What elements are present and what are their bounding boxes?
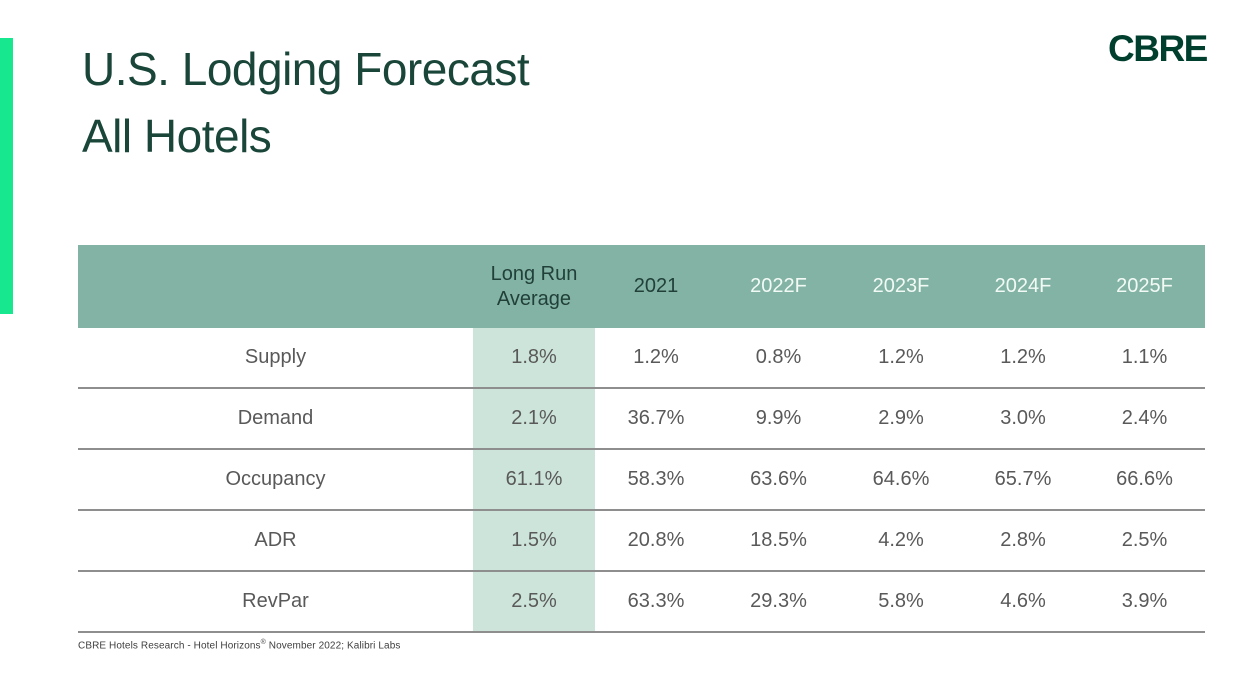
page-title-line1: U.S. Lodging Forecast (82, 43, 530, 95)
header-year-2025f: 2025F (1084, 245, 1205, 328)
table-cell: 3.0% (1000, 407, 1046, 429)
table-cell: 2.8% (1000, 529, 1046, 551)
table-row-adr: ADR 1.5% 20.8% 18.5% 4.2% 2.8% 2.5% (78, 510, 1205, 571)
header-year-2023f: 2023F (840, 245, 962, 328)
row-label: Occupancy (225, 468, 326, 490)
table-cell: 1.2% (1000, 346, 1046, 368)
accent-bar (0, 38, 13, 314)
table-cell: 20.8% (627, 529, 685, 551)
table-body: Supply 1.8% 1.2% 0.8% 1.2% 1.2% 1.1% Dem… (78, 328, 1205, 632)
table-cell: 63.3% (627, 590, 685, 612)
header-year-2022f: 2022F (717, 245, 840, 328)
table-cell: 1.2% (633, 346, 679, 368)
table-cell: 2.1% (473, 388, 595, 449)
row-label: Demand (237, 407, 314, 429)
table-cell: 66.6% (1116, 468, 1173, 490)
table-cell: 2.4% (1121, 407, 1168, 429)
table-row-demand: Demand 2.1% 36.7% 9.9% 2.9% 3.0% 2.4% (78, 388, 1205, 449)
table-cell: 4.6% (1000, 590, 1046, 612)
table-header: Long Run Average 2021 2022F 2023F 2024F … (78, 245, 1205, 328)
table-cell: 3.9% (1121, 590, 1168, 612)
registered-mark: ® (260, 639, 266, 646)
cbre-logo: CBRE (1108, 28, 1208, 69)
forecast-table-section: Long Run Average 2021 2022F 2023F 2024F … (78, 245, 1205, 651)
table-cell: 65.7% (994, 468, 1052, 490)
table-row-supply: Supply 1.8% 1.2% 0.8% 1.2% 1.2% 1.1% (78, 328, 1205, 388)
table-row-revpar: RevPar 2.5% 63.3% 29.3% 5.8% 4.6% 3.9% (78, 571, 1205, 632)
table-cell: 2.9% (878, 407, 924, 429)
table-cell: 2.5% (473, 571, 595, 632)
row-label: Supply (244, 346, 307, 368)
table-cell: 58.3% (627, 468, 685, 490)
table-cell: 36.7% (627, 407, 685, 429)
header-year-2024f: 2024F (962, 245, 1084, 328)
row-label: RevPar (242, 590, 309, 612)
table-cell: 4.2% (878, 529, 924, 551)
table-cell: 18.5% (750, 529, 807, 551)
table-cell: 0.8% (755, 346, 802, 368)
table-cell: 5.8% (878, 590, 924, 612)
table-cell: 1.8% (473, 328, 595, 388)
page-title-line2: All Hotels (82, 110, 272, 162)
page-title: U.S. Lodging Forecast All Hotels (82, 36, 530, 170)
table-row-occupancy: Occupancy 61.1% 58.3% 63.6% 64.6% 65.7% … (78, 449, 1205, 510)
forecast-table: Long Run Average 2021 2022F 2023F 2024F … (78, 245, 1205, 633)
table-cell: 2.5% (1121, 529, 1168, 551)
table-cell: 64.6% (872, 468, 930, 490)
source-note: CBRE Hotels Research - Hotel Horizons® N… (78, 639, 1205, 651)
table-cell: 29.3% (750, 590, 807, 612)
table-cell: 1.5% (473, 510, 595, 571)
header-long-run-average: Long Run Average (473, 245, 595, 328)
row-label: ADR (254, 529, 297, 551)
source-note-suffix: November 2022; Kalibri Labs (265, 640, 401, 652)
table-cell: 63.6% (750, 468, 807, 490)
table-cell: 9.9% (755, 407, 802, 429)
table-cell: 1.2% (878, 346, 924, 368)
header-year-2021: 2021 (595, 245, 717, 328)
header-corner-cell (78, 245, 473, 328)
source-note-prefix: CBRE Hotels Research - Hotel Horizons (78, 640, 261, 652)
table-cell: 61.1% (473, 449, 595, 510)
table-cell: 1.1% (1121, 346, 1168, 368)
